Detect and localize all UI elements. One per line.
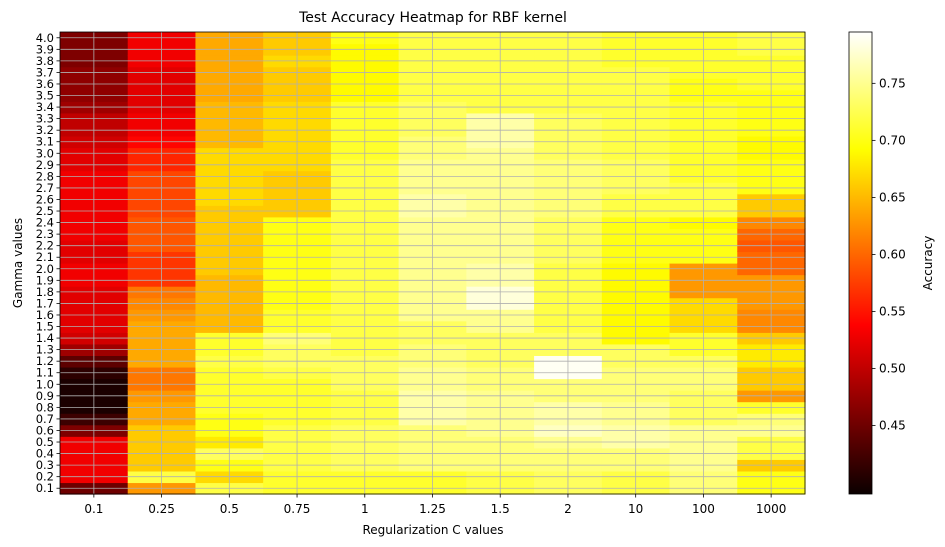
y-tick-label: 2.6 (36, 192, 54, 206)
y-tick-label: 0.5 (36, 435, 54, 449)
colorbar-tick-label: 0.70 (879, 133, 906, 147)
y-tick-label: 0.6 (36, 423, 54, 437)
y-tick-label: 3.2 (36, 123, 54, 137)
y-tick-label: 1.7 (36, 296, 54, 310)
y-tick-label: 1.2 (36, 354, 54, 368)
y-tick-label: 1.8 (36, 285, 54, 299)
y-tick-label: 1.1 (36, 366, 54, 380)
colorbar-label: Accuracy (921, 236, 935, 291)
y-tick-label: 3.3 (36, 112, 54, 126)
y-tick-label: 0.2 (36, 470, 54, 484)
colorbar-tick-label: 0.50 (879, 362, 906, 376)
y-axis-label: Gamma values (11, 218, 25, 308)
x-tick-label: 1 (361, 502, 369, 516)
y-tick-label: 0.4 (36, 447, 54, 461)
y-tick-label: 3.0 (36, 146, 54, 160)
x-tick-label: 1.25 (419, 502, 446, 516)
x-tick-label: 0.25 (148, 502, 175, 516)
colorbar-tick-label: 0.60 (879, 247, 906, 261)
y-tick-label: 3.8 (36, 54, 54, 68)
y-tick-label: 2.7 (36, 181, 54, 195)
y-tick-label: 3.5 (36, 89, 54, 103)
y-tick-label: 2.1 (36, 250, 54, 264)
y-tick-label: 0.3 (36, 458, 54, 472)
y-tick-label: 2.2 (36, 239, 54, 253)
y-tick-label: 3.4 (36, 100, 54, 114)
colorbar-ticks: 0.45 0.50 0.55 0.60 0.65 0.70 0.75 (872, 76, 906, 433)
colorbar-tick-label: 0.75 (879, 76, 906, 90)
y-tick-label: 2.5 (36, 204, 54, 218)
y-tick-label: 0.9 (36, 389, 54, 403)
y-tick-label: 1.9 (36, 273, 54, 287)
y-tick-label: 0.8 (36, 400, 54, 414)
y-tick-label: 3.7 (36, 65, 54, 79)
x-axis-label: Regularization C values (362, 523, 503, 537)
x-tick-label: 10 (628, 502, 643, 516)
y-tick-label: 1.6 (36, 308, 54, 322)
y-tick-label: 2.4 (36, 216, 54, 230)
x-tick-label: 1.5 (491, 502, 510, 516)
x-tick-label: 1000 (756, 502, 787, 516)
colorbar-tick-label: 0.65 (879, 190, 906, 204)
chart-title: Test Accuracy Heatmap for RBF kernel (298, 10, 567, 26)
x-tick-label: 0.5 (220, 502, 239, 516)
y-tick-label: 2.0 (36, 262, 54, 276)
y-tick-label: 3.6 (36, 77, 54, 91)
y-tick-label: 1.5 (36, 320, 54, 334)
y-tick-label: 1.4 (36, 331, 54, 345)
y-tick-label: 0.7 (36, 412, 54, 426)
x-tick-label: 0.1 (84, 502, 103, 516)
y-tick-label: 2.8 (36, 169, 54, 183)
y-tick-label: 0.1 (36, 481, 54, 495)
grid-lines (60, 32, 805, 494)
y-tick-label: 3.9 (36, 42, 54, 56)
x-tick-label: 2 (564, 502, 572, 516)
y-tick-label: 3.1 (36, 135, 54, 149)
x-tick-label: 100 (692, 502, 715, 516)
y-tick-label: 1.0 (36, 377, 54, 391)
y-tick-label: 2.9 (36, 158, 54, 172)
y-tick-label: 1.3 (36, 343, 54, 357)
y-tick-label: 4.0 (36, 31, 54, 45)
y-axis-ticks: 0.10.20.30.40.50.60.70.80.91.01.11.21.31… (36, 31, 60, 495)
colorbar (848, 31, 873, 495)
x-tick-label: 0.75 (284, 502, 311, 516)
colorbar-tick-label: 0.55 (879, 304, 906, 318)
y-tick-label: 2.3 (36, 227, 54, 241)
colorbar-tick-label: 0.45 (879, 419, 906, 433)
x-axis-ticks: 0.1 0.25 0.5 0.75 1 1.25 1.5 2 10 100 1000 (84, 494, 786, 516)
